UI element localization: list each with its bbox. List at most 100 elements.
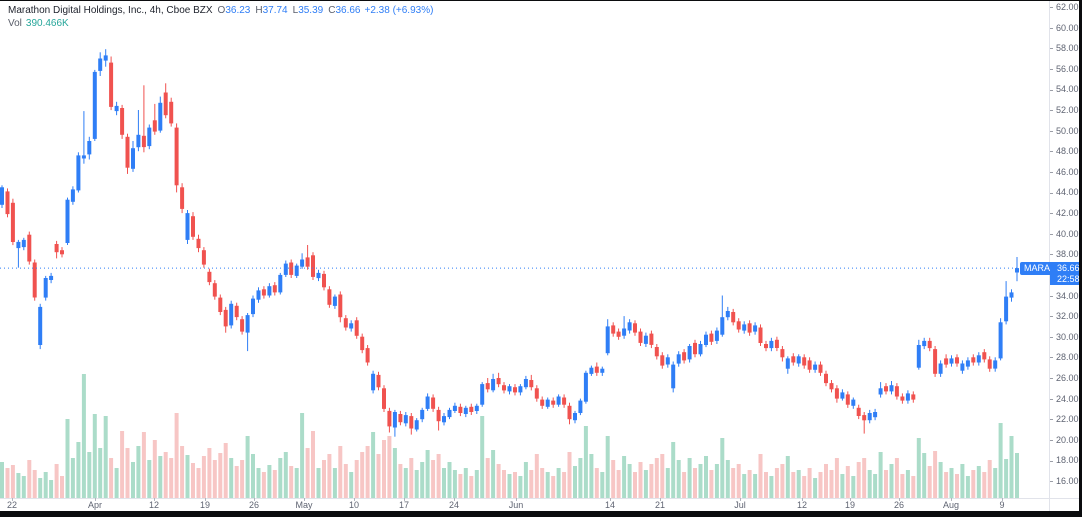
volume-bar [223,443,228,498]
volume-bar [660,454,665,498]
chart-legend[interactable]: Marathon Digital Holdings, Inc., 4h, Cbo… [8,4,433,17]
price-tick-mark [1050,419,1053,421]
candle-body [884,386,888,392]
volume-bar [169,458,174,498]
candle-body [294,265,299,276]
volume-bar [960,464,965,498]
candle-body [365,348,370,363]
price-tick-mark [1050,378,1053,380]
candle-body [834,388,839,399]
volume-bar [927,466,932,498]
symbol-title[interactable]: Marathon Digital Holdings, Inc., 4h, Cbo… [8,5,213,16]
volume-bar [698,464,703,498]
volume-bar [5,468,10,498]
candle-body [616,331,621,337]
volume-bar [120,431,125,498]
price-axis[interactable]: 62.00 60.00 58.00 56.00 54.00 52.00 50.00 48.00… [1050,1,1079,498]
time-tick-mark [740,498,741,501]
volume-bar [392,448,397,498]
volume-bar [540,468,545,498]
candle-body [223,309,228,327]
price-chart-pane[interactable] [0,1,1049,498]
time-tick-mark [610,498,611,501]
volume-bar [469,476,474,498]
volume-bar [103,416,108,498]
volume-bar [938,462,943,498]
candle-body [573,413,577,421]
volume-bar [234,466,239,498]
candle-body [152,120,157,132]
price-tick-label: 26.00 [1050,373,1079,383]
price-tick-mark [1050,233,1053,235]
open-value: 36.23 [225,5,251,16]
volume-bar [573,466,577,498]
time-tick-mark [205,498,206,501]
candle-body [556,396,561,405]
price-tick-label: 46.00 [1050,167,1079,177]
candle-body [862,415,867,421]
volume-bar [562,472,567,498]
candle-body [802,357,807,366]
symbol-price-tag: MARA [1020,262,1055,275]
volume-bar [38,478,43,498]
candle-body [916,345,921,368]
candle-body [840,392,845,399]
volume-bar [207,448,212,498]
candle-body [261,289,266,296]
time-tick-mark [516,498,517,501]
low-label: L [292,5,299,16]
price-tick-mark [1050,336,1053,338]
candle-body [360,336,365,351]
volume-bar [136,446,141,498]
candle-body [447,409,452,418]
candle-body [354,320,359,336]
candle-body [709,333,714,342]
volume-bar [589,454,594,498]
volume-bar [365,446,370,498]
candle-body [545,399,550,407]
volume-bar [840,474,845,498]
price-tick-label: 62.00 [1050,2,1079,12]
volume-bar [283,452,288,498]
volume-bar [65,419,70,498]
time-tick-label: 17 [398,500,410,510]
volume-bar [278,458,283,498]
candle-body [622,328,627,336]
volume-bar [753,474,758,498]
volume-bar [409,458,414,498]
volume-bar [311,431,315,498]
price-tick-mark [1050,27,1053,29]
candle-body [485,383,490,390]
volume-bar [196,468,201,498]
volume-bar [485,458,490,498]
candle-body [938,363,943,374]
price-tick-mark [1050,151,1053,153]
volume-bar [687,458,692,498]
volume-bar [922,453,927,498]
volume-bar [916,438,921,498]
volume-bar [796,470,801,498]
candle-body [676,354,681,364]
candle-body [420,409,425,420]
volume-bar [201,456,206,498]
volume-bar [971,470,976,498]
candle-body [436,409,441,422]
candle-body [807,360,812,370]
candle-body [922,340,927,347]
time-tick-label: Jun [508,500,524,510]
volume-bar [862,458,867,498]
volume-bar [845,466,850,498]
candle-body [316,272,321,279]
volume-bar [502,470,506,498]
candle-body [518,386,523,393]
volume-bar [534,454,539,498]
time-axis[interactable]: 22 Apr 12 19 26 May 10 17 24 Jun 14 21 Jul 12 19 26 Aug 9 [0,498,1049,511]
candle-body [785,358,790,369]
candle-body [207,271,212,283]
volume-bar [360,452,365,498]
volume-bar [420,462,425,498]
volume-bar [0,462,4,498]
volume-bar [70,458,75,498]
volume-bar [1004,459,1009,498]
